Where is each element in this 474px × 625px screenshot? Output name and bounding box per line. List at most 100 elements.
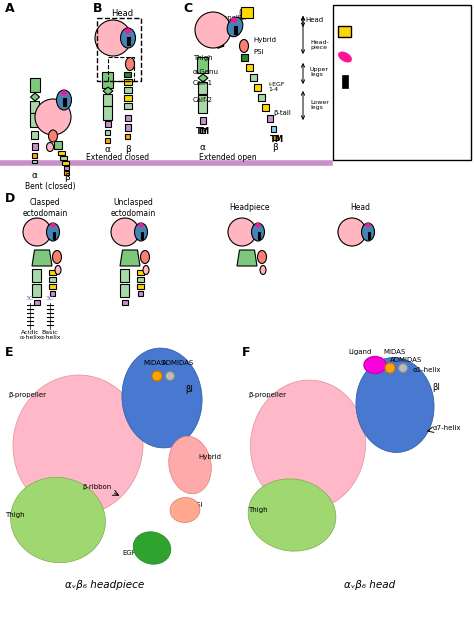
Bar bbox=[64, 98, 66, 106]
Bar bbox=[200, 116, 206, 124]
Bar bbox=[33, 152, 37, 158]
Circle shape bbox=[111, 218, 139, 246]
Bar bbox=[49, 269, 56, 274]
Circle shape bbox=[338, 218, 366, 246]
Text: Head: Head bbox=[305, 17, 323, 23]
Ellipse shape bbox=[139, 224, 143, 226]
Bar bbox=[198, 57, 209, 73]
Bar bbox=[97, 18, 141, 81]
Text: β6-α7 loop of
βI domain: β6-α7 loop of βI domain bbox=[355, 44, 406, 64]
Ellipse shape bbox=[260, 266, 266, 274]
Polygon shape bbox=[103, 87, 113, 95]
Bar bbox=[33, 159, 37, 162]
Bar bbox=[246, 64, 254, 71]
Circle shape bbox=[399, 364, 408, 372]
Bar bbox=[338, 26, 352, 36]
Text: Head: Head bbox=[111, 9, 133, 18]
Bar bbox=[125, 115, 131, 121]
Text: α1-helix: α1-helix bbox=[413, 367, 441, 373]
Bar bbox=[124, 103, 132, 109]
Text: β-propeller: β-propeller bbox=[209, 15, 247, 21]
Ellipse shape bbox=[133, 532, 171, 564]
Bar bbox=[122, 299, 128, 304]
Circle shape bbox=[228, 218, 256, 246]
Ellipse shape bbox=[51, 224, 55, 226]
Bar bbox=[137, 284, 145, 289]
Text: Thigh: Thigh bbox=[5, 512, 25, 518]
Circle shape bbox=[165, 371, 174, 381]
Ellipse shape bbox=[366, 224, 370, 226]
Text: MIDAS: MIDAS bbox=[383, 349, 405, 355]
Text: α: α bbox=[200, 144, 206, 152]
Text: β: β bbox=[272, 144, 278, 152]
Text: β-propeller: β-propeller bbox=[8, 392, 46, 398]
Ellipse shape bbox=[10, 478, 105, 562]
Ellipse shape bbox=[339, 52, 351, 61]
Ellipse shape bbox=[46, 142, 54, 151]
Bar bbox=[333, 5, 471, 160]
Text: PSI: PSI bbox=[192, 502, 202, 508]
Bar bbox=[30, 101, 39, 113]
Text: Extended closed: Extended closed bbox=[86, 154, 150, 162]
Text: Key: Key bbox=[391, 10, 413, 20]
Ellipse shape bbox=[227, 18, 243, 37]
Text: Thigh: Thigh bbox=[248, 507, 268, 513]
Bar bbox=[58, 151, 65, 155]
Text: ADMIDAS: ADMIDAS bbox=[162, 360, 194, 366]
Ellipse shape bbox=[257, 251, 266, 264]
Text: β-propeller: β-propeller bbox=[248, 392, 286, 398]
Bar bbox=[54, 141, 62, 149]
Text: Basic
α-helix: Basic α-helix bbox=[39, 329, 61, 341]
Text: βI: βI bbox=[185, 386, 193, 394]
Bar bbox=[120, 269, 129, 281]
Text: Ligand: Ligand bbox=[348, 349, 372, 355]
Bar bbox=[108, 57, 134, 81]
Text: TM: TM bbox=[196, 127, 210, 136]
Bar bbox=[141, 231, 143, 239]
Bar bbox=[126, 134, 130, 139]
Circle shape bbox=[95, 20, 131, 56]
Ellipse shape bbox=[362, 223, 374, 241]
Bar bbox=[106, 138, 110, 142]
Bar bbox=[63, 161, 70, 165]
Text: C-terminal α
7-helix of βI
domain: C-terminal α 7-helix of βI domain bbox=[355, 63, 403, 93]
Bar bbox=[103, 106, 112, 120]
Text: βI: βI bbox=[432, 384, 440, 392]
Text: D: D bbox=[5, 191, 15, 204]
Text: Extended open: Extended open bbox=[199, 154, 257, 162]
Text: Unclasped
ectodomain: Unclasped ectodomain bbox=[110, 198, 155, 217]
Text: F: F bbox=[242, 346, 250, 359]
Circle shape bbox=[35, 99, 71, 135]
Ellipse shape bbox=[55, 266, 61, 274]
Text: β-tail: β-tail bbox=[273, 110, 291, 116]
Bar bbox=[31, 131, 38, 139]
Ellipse shape bbox=[122, 348, 202, 448]
Text: 3C: 3C bbox=[46, 296, 54, 301]
Text: β: β bbox=[125, 146, 131, 154]
Bar bbox=[64, 166, 70, 170]
Bar bbox=[272, 126, 276, 132]
Text: Lower
legs: Lower legs bbox=[310, 99, 329, 111]
Ellipse shape bbox=[120, 28, 136, 48]
Text: ADMIDAS: ADMIDAS bbox=[390, 357, 422, 363]
Text: Calf-2: Calf-2 bbox=[193, 97, 213, 103]
Bar bbox=[137, 276, 145, 281]
Text: A: A bbox=[5, 1, 15, 14]
Bar bbox=[368, 231, 370, 239]
Text: Head-
piece: Head- piece bbox=[310, 39, 329, 51]
Text: β-ribbon: β-ribbon bbox=[82, 484, 111, 490]
Text: Upper
legs: Upper legs bbox=[310, 67, 329, 78]
Bar bbox=[263, 104, 270, 111]
Bar bbox=[51, 291, 55, 296]
Text: β: β bbox=[64, 174, 70, 182]
Bar bbox=[267, 114, 273, 121]
Bar bbox=[61, 156, 67, 160]
Ellipse shape bbox=[56, 90, 72, 110]
Polygon shape bbox=[32, 250, 52, 266]
Ellipse shape bbox=[169, 436, 211, 494]
Text: α: α bbox=[105, 146, 111, 154]
Bar bbox=[199, 95, 208, 113]
Ellipse shape bbox=[250, 380, 365, 510]
Bar bbox=[342, 74, 348, 88]
Ellipse shape bbox=[13, 375, 143, 515]
